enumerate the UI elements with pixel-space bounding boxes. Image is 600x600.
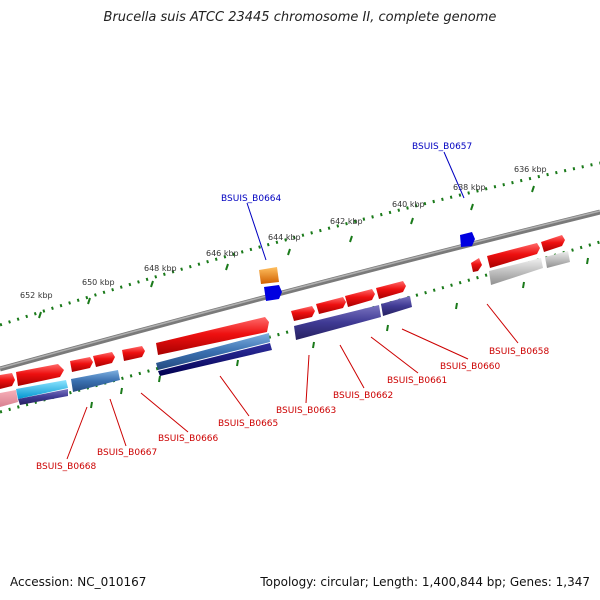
scale-label-646: 646 kbp [206,249,239,258]
scale-label-636: 636 kbp [514,165,547,174]
scale-label-642: 642 kbp [330,217,363,226]
marker-blue-right [460,232,475,247]
scale-label-652: 652 kbp [20,291,53,300]
reverse-strand-genes [0,251,570,407]
scale-label-648: 648 kbp [144,264,177,273]
gene-label-bsuis-b0657[interactable]: BSUIS_B0657 [412,142,472,152]
footer-stats: Topology: circular; Length: 1,400,844 bp… [260,575,590,589]
scale-label-644: 644 kbp [268,233,301,242]
footer-accession: Accession: NC_010167 [10,575,147,589]
gene-label-bsuis-b0661[interactable]: BSUIS_B0661 [387,376,447,386]
scale-label-650: 650 kbp [82,278,115,287]
scale-label-638: 638 kbp [453,183,486,192]
outer-major-ticks [38,185,535,319]
gene-label-bsuis-b0665[interactable]: BSUIS_B0665 [218,419,278,429]
gene-label-bsuis-b0668[interactable]: BSUIS_B0668 [36,462,97,472]
gene-label-bsuis-b0663[interactable]: BSUIS_B0663 [276,406,336,416]
gene-label-bsuis-b0666[interactable]: BSUIS_B0666 [158,434,219,444]
inner-major-ticks [90,257,589,409]
map-title: Brucella suis ATCC 23445 chromosome II, … [103,10,497,25]
top-leaders [246,151,465,261]
gene-label-bsuis-b0662[interactable]: BSUIS_B0662 [333,391,393,401]
bottom-leaders [66,303,519,460]
marker-blue-left [264,285,282,301]
gene-label-bsuis-b0664[interactable]: BSUIS_B0664 [221,194,282,204]
chromosome-backbone [0,209,600,372]
forward-strand-genes [0,235,565,389]
gene-label-bsuis-b0667[interactable]: BSUIS_B0667 [97,448,157,458]
scale-label-640: 640 kbp [392,200,425,209]
gene-label-bsuis-b0658[interactable]: BSUIS_B0658 [489,347,550,357]
gene-label-bsuis-b0660[interactable]: BSUIS_B0660 [440,362,501,372]
marker-orange [259,267,279,284]
